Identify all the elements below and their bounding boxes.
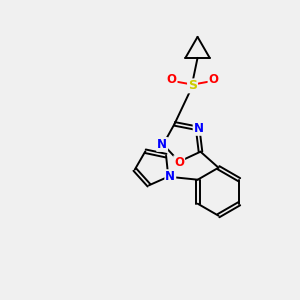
Text: N: N <box>194 122 204 135</box>
Text: O: O <box>174 156 184 169</box>
Text: O: O <box>167 74 176 86</box>
Text: N: N <box>157 138 167 151</box>
Text: S: S <box>188 80 197 92</box>
Text: N: N <box>165 170 175 183</box>
Text: O: O <box>208 74 218 86</box>
